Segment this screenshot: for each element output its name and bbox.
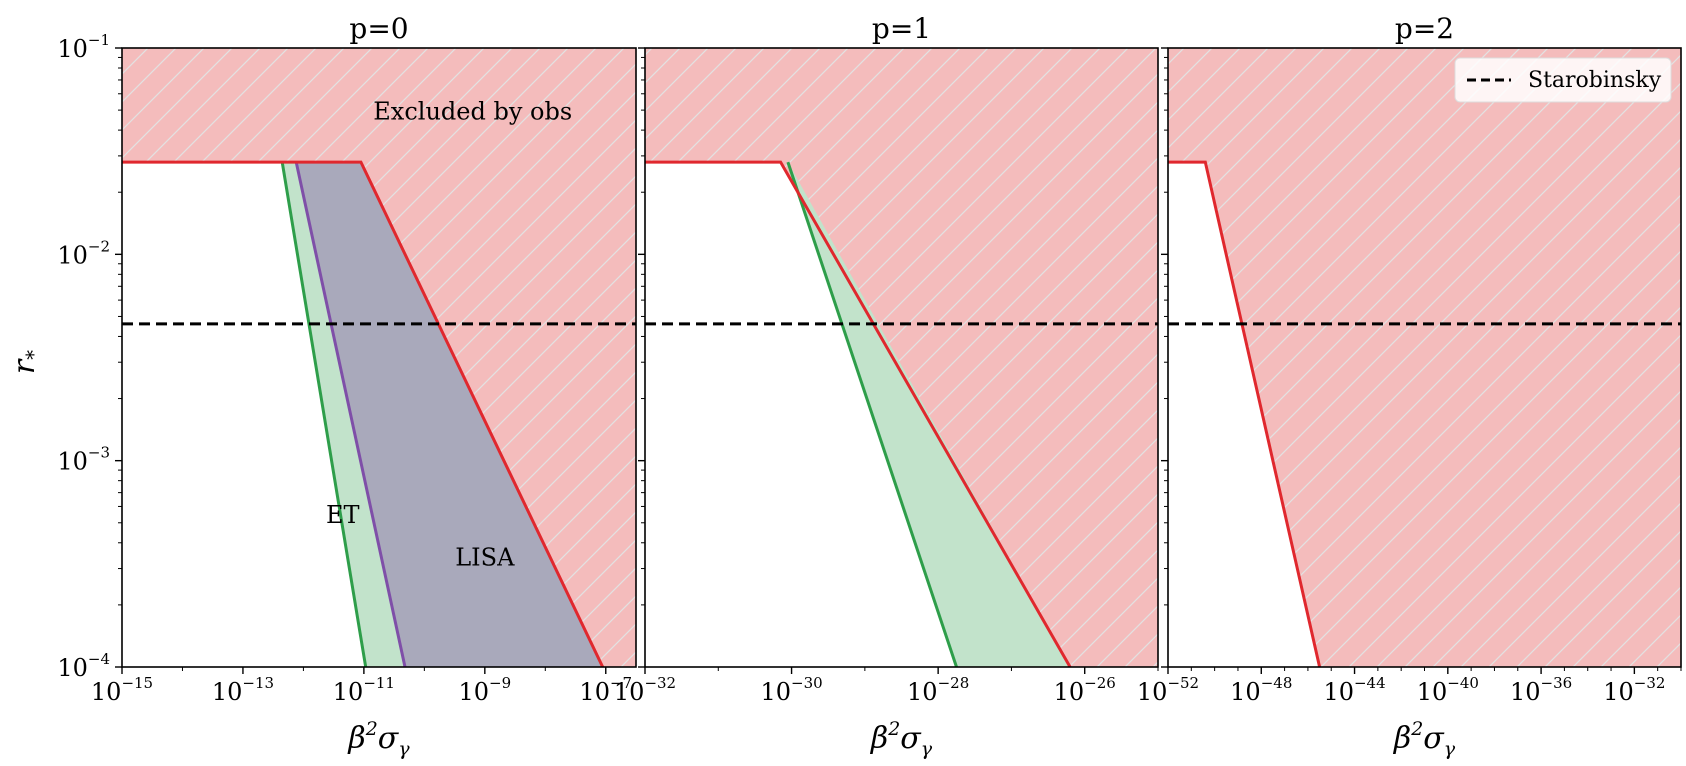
- y-tick-label: 10−1: [57, 31, 110, 63]
- excluded-hatch: [645, 48, 1158, 667]
- panel-p1: 10−32 10−30 10−28 10−26 p=1 β2σγ: [614, 12, 1159, 760]
- x-tick-label: 10−7: [579, 674, 632, 706]
- x-tick-label: 10−30: [760, 674, 822, 706]
- y-tick-label: 10−3: [57, 444, 110, 476]
- legend-box: [1454, 57, 1672, 103]
- x-tick-label: 10−32: [1603, 674, 1665, 706]
- x-axis-label: β2σγ: [347, 718, 410, 760]
- y-axis-label-main: r: [7, 358, 42, 374]
- axes-frame: [121, 47, 637, 668]
- panel-title: p=1: [872, 12, 931, 45]
- x-tick-label: 10−13: [212, 674, 274, 706]
- et-line: [280, 161, 368, 667]
- x-axis-label: β2σγ: [1393, 718, 1456, 760]
- x-axis-label: β2σγ: [870, 718, 933, 760]
- lisa-line: [294, 161, 407, 667]
- x-tick-label: 10−40: [1417, 674, 1479, 706]
- y-tick-label: 10−4: [57, 650, 110, 682]
- plot-area: [1168, 48, 1681, 667]
- x-tick-label: 10−36: [1510, 674, 1572, 706]
- legend-starobinsky-label: Starobinsky: [1528, 68, 1662, 93]
- panel-p2: 10−52 10−48 10−44 10−40 10−36 10−32 p=2 β2σγ Sta…: [1137, 12, 1682, 760]
- x-tick-label: 10−44: [1323, 674, 1385, 706]
- x-tick-label: 10−32: [614, 674, 676, 706]
- excluded-hatch: [122, 48, 636, 667]
- annotation-et: ET: [326, 501, 360, 529]
- x-tick-label: 10−48: [1230, 674, 1292, 706]
- annotation-lisa: LISA: [455, 544, 515, 572]
- x-tick-label: 10−52: [1137, 674, 1199, 706]
- et-line: [786, 161, 958, 667]
- et-region: [787, 162, 1071, 667]
- excluded-boundary-line: [1168, 160, 1322, 667]
- y-tick-label: 10−2: [57, 237, 110, 269]
- legend: Starobinsky: [1454, 57, 1672, 103]
- y-axis-label-sub: *: [21, 350, 45, 360]
- x-tick-label: 10−11: [333, 674, 395, 706]
- y-axis-label: r*: [7, 350, 45, 374]
- excluded-hatch: [1168, 48, 1681, 667]
- axes-frame: [644, 47, 1159, 668]
- excluded-boundary-line: [122, 160, 605, 667]
- plot-area: [645, 48, 1158, 667]
- x-tick-label: 10−9: [458, 674, 511, 706]
- panel-p0: 10−1 10−2 10−3 10−410−15 10−13 10−11 10−9 10−7 p…: [57, 12, 637, 760]
- panel-title: p=2: [1395, 12, 1454, 45]
- annotation-excluded-by-obs: Excluded by obs: [373, 98, 572, 126]
- panel-title: p=0: [349, 12, 408, 45]
- lisa-region: [296, 162, 603, 667]
- x-tick-label: 10−15: [91, 674, 153, 706]
- plot-area: [122, 48, 636, 667]
- x-tick-label: 10−26: [1054, 674, 1116, 706]
- excluded-boundary-line: [645, 160, 1072, 667]
- x-tick-label: 10−28: [907, 674, 969, 706]
